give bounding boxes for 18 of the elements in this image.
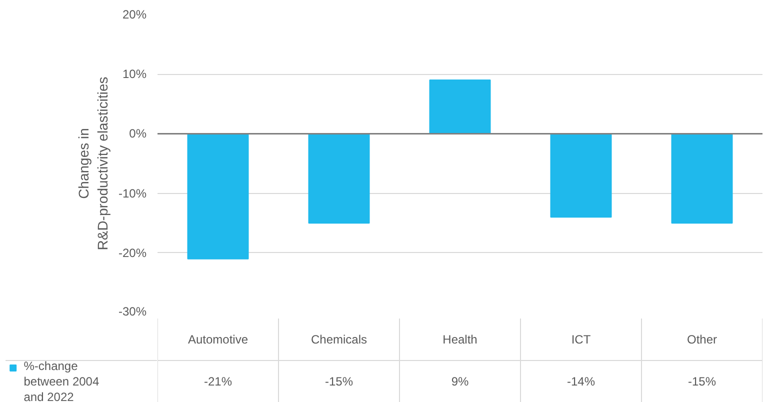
y-tick-label: 0% — [129, 126, 147, 141]
x-tick-label: Chemicals — [310, 332, 368, 346]
y-tick-label: 10% — [122, 67, 147, 82]
y-tick-label: -30% — [118, 304, 147, 318]
x-tick-label: Other — [686, 332, 718, 346]
data-label: -14% — [566, 374, 596, 388]
y-tick-label: 20% — [122, 8, 147, 22]
y-tick-label: -20% — [118, 246, 147, 260]
y-axis-title: Changes in R&D-productivity elasticities — [75, 76, 110, 250]
data-label: 9% — [451, 374, 469, 388]
x-tick-label: ICT — [571, 332, 592, 346]
data-label: -15% — [324, 374, 354, 388]
data-label: -21% — [204, 374, 232, 388]
x-tick-label: Automotive — [188, 332, 248, 346]
data-label: -15% — [688, 374, 716, 388]
x-tick-label: Health — [442, 332, 478, 346]
legend-label: %-change between 2004 and 2022 — [24, 359, 100, 402]
y-tick-label: -10% — [118, 186, 147, 200]
